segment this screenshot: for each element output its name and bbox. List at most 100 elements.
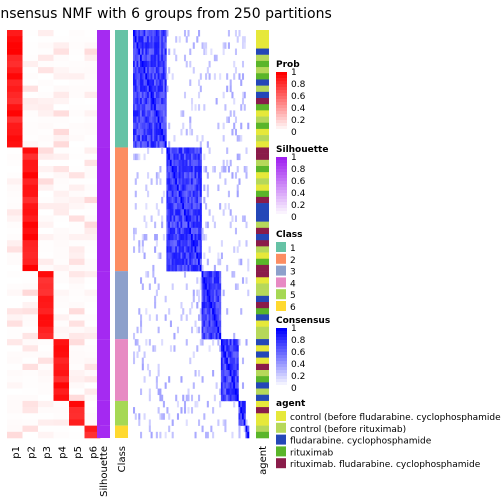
consensus-cell <box>152 73 155 80</box>
prob-cell <box>53 370 70 377</box>
prob-cell <box>38 73 54 80</box>
consensus-cell <box>147 79 150 86</box>
consensus-cell <box>143 413 146 420</box>
consensus-cell <box>162 98 165 105</box>
consensus-cell <box>219 400 222 408</box>
prob-cell <box>69 413 85 420</box>
consensus-cell <box>208 246 211 253</box>
consensus-cell <box>159 42 162 49</box>
consensus-cell <box>154 128 157 136</box>
consensus-cell <box>187 159 190 167</box>
consensus-cell <box>185 221 188 229</box>
consensus-cell <box>136 73 139 80</box>
prob-cell <box>7 128 23 136</box>
consensus-cell <box>141 104 144 111</box>
consensus-cell <box>178 234 181 241</box>
consensus-cell <box>245 172 248 179</box>
consensus-cell <box>143 48 146 56</box>
prob-cell <box>7 302 23 309</box>
class-legend-swatch <box>276 253 286 264</box>
agent-cell <box>256 277 269 284</box>
prob-cell <box>53 104 70 111</box>
consensus-cell <box>217 308 220 315</box>
consensus-cell <box>213 166 216 173</box>
consensus-cell <box>178 147 181 154</box>
consensus-cell <box>178 190 181 198</box>
consensus-cell <box>145 135 148 142</box>
consensus-cell <box>187 153 190 161</box>
consensus-cell <box>166 196 169 204</box>
consensus-cell <box>198 30 201 37</box>
consensus-cell <box>189 116 192 124</box>
consensus-cell <box>196 326 199 334</box>
consensus-cell <box>157 91 160 99</box>
consensus-cell <box>136 122 139 130</box>
consensus-cell <box>215 308 218 315</box>
consensus-cell <box>183 258 187 266</box>
consensus-cell <box>191 258 194 266</box>
consensus-cell <box>154 302 157 309</box>
consensus-cell <box>213 332 216 340</box>
consensus-legend-swatch <box>276 340 287 344</box>
consensus-cell <box>154 141 157 148</box>
consensus-cell <box>206 320 209 328</box>
consensus-cell <box>148 122 151 130</box>
consensus-cell <box>178 36 181 43</box>
consensus-cell <box>141 98 144 105</box>
consensus-cell <box>147 122 150 130</box>
consensus-cell <box>154 36 157 43</box>
consensus-cell <box>192 258 195 266</box>
consensus-cell <box>229 85 232 93</box>
consensus-cell <box>176 153 179 161</box>
consensus-cell <box>187 196 190 204</box>
consensus-cell <box>229 357 232 365</box>
consensus-cell <box>145 141 148 148</box>
consensus-cell <box>194 178 197 185</box>
consensus-cell <box>133 135 136 142</box>
consensus-cell <box>205 48 208 56</box>
prob-cell <box>69 79 85 86</box>
prob-cell <box>53 42 70 49</box>
consensus-cell <box>180 153 183 161</box>
consensus-cell <box>234 30 237 37</box>
consensus-cell <box>171 178 174 185</box>
consensus-cell <box>162 413 165 420</box>
consensus-cell <box>236 190 239 198</box>
prob-cell <box>84 42 101 49</box>
consensus-cell <box>173 345 176 352</box>
consensus-cell <box>175 246 178 253</box>
consensus-cell <box>185 394 188 402</box>
consensus-cell <box>141 42 144 49</box>
consensus-cell <box>196 289 199 297</box>
consensus-cell <box>159 67 162 74</box>
consensus-cell <box>143 54 146 62</box>
consensus-cell <box>154 48 157 56</box>
consensus-cell <box>219 277 222 284</box>
consensus-cell <box>162 190 165 198</box>
consensus-cell <box>173 240 176 247</box>
consensus-cell <box>141 240 144 247</box>
consensus-cell <box>212 314 215 321</box>
prob-cell <box>38 240 54 247</box>
consensus-cell <box>199 172 202 179</box>
consensus-cell <box>183 234 187 241</box>
consensus-cell <box>159 413 162 420</box>
silhouette-legend-swatch <box>276 202 287 206</box>
consensus-cell <box>148 419 151 426</box>
consensus-cell <box>157 73 160 80</box>
consensus-cell <box>143 376 146 383</box>
prob-cell <box>38 271 54 278</box>
consensus-cell <box>133 79 136 86</box>
class-segment <box>115 271 128 340</box>
prob-cell <box>53 48 70 56</box>
consensus-cell <box>143 215 146 222</box>
prob-column-label: p2 <box>26 446 37 459</box>
consensus-cell <box>166 85 169 93</box>
prob-cell <box>38 128 54 136</box>
consensus-cell <box>222 122 225 130</box>
prob-cell <box>7 295 23 303</box>
prob-cell <box>69 172 85 179</box>
consensus-cell <box>176 246 179 253</box>
consensus-cell <box>191 240 194 247</box>
consensus-cell <box>183 166 187 173</box>
